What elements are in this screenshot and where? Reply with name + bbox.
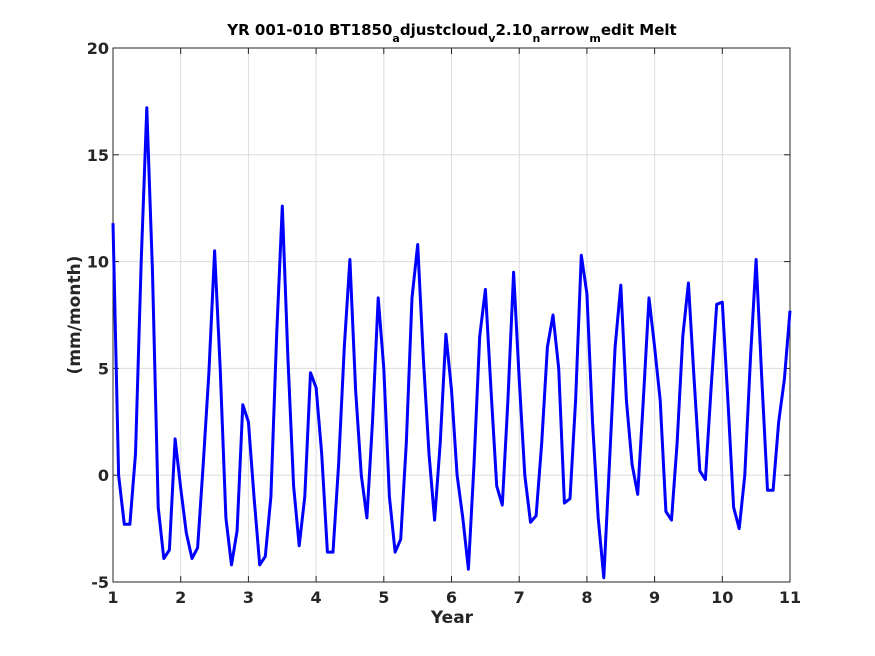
x-tick-label: 1	[107, 588, 118, 607]
x-tick-label: 4	[311, 588, 322, 607]
chart-title-part: n	[532, 32, 540, 45]
y-tick-label: 10	[87, 253, 109, 272]
chart-title-part: arrow	[540, 21, 589, 39]
chart-title-part: djustcloud	[400, 21, 488, 39]
y-tick-label: 15	[87, 146, 109, 165]
x-tick-label: 3	[243, 588, 254, 607]
grid	[112, 47, 791, 583]
chart-title-part: 2.10	[495, 21, 532, 39]
x-tick-label: 9	[649, 588, 660, 607]
x-tick-label: 8	[581, 588, 592, 607]
chart-title-part: v	[488, 32, 496, 45]
x-axis-label: Year	[430, 608, 474, 628]
x-tick-label: 6	[446, 588, 457, 607]
x-tick-label: 2	[175, 588, 186, 607]
x-tick-label: 11	[779, 588, 801, 607]
y-tick-label: 0	[98, 466, 109, 485]
chart-title-part: edit Melt	[601, 21, 677, 39]
y-axis-label: (mm/month)	[65, 256, 85, 375]
y-tick-label: 5	[98, 359, 109, 378]
chart-title-part: YR 001-010 BT1850	[226, 21, 392, 39]
x-tick-label: 10	[711, 588, 733, 607]
y-tick-label: 20	[87, 39, 109, 58]
x-tick-labels: 1 2 3 4 5 6 7 8 9 10 11	[107, 588, 801, 607]
y-tick-labels: -5 0 5 10 15 20	[87, 39, 109, 592]
series-line	[111, 106, 792, 580]
chart-title: YR 001-010 BT1850adjustcloudv2.10narrowm…	[226, 21, 676, 45]
y-tick-label: -5	[91, 573, 109, 592]
x-tick-label: 7	[514, 588, 525, 607]
x-tick-label: 5	[378, 588, 389, 607]
series-layer	[111, 106, 792, 580]
chart-title-part: m	[589, 32, 600, 45]
chart-title-part: a	[392, 32, 399, 45]
